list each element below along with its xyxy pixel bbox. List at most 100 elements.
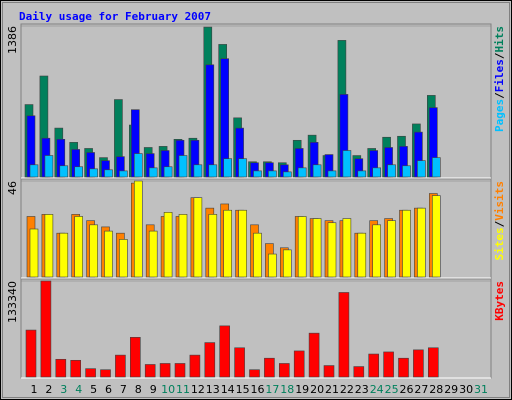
bar: [44, 214, 54, 278]
x-tick-label: 7: [120, 383, 127, 396]
bar: [368, 353, 380, 378]
y-tick-label: 133340: [6, 281, 19, 323]
bar: [119, 239, 128, 278]
bar: [431, 195, 441, 278]
bar: [74, 166, 83, 178]
x-tick-label: 26: [400, 383, 414, 396]
bar: [293, 350, 305, 378]
bar: [193, 197, 203, 278]
bar: [44, 155, 54, 178]
bar: [205, 64, 215, 178]
legend-separator: /: [493, 92, 506, 99]
y-tick-label: 1386: [6, 26, 19, 54]
legend-separator: /: [493, 220, 506, 227]
x-tick-label: 23: [355, 383, 369, 396]
bar: [115, 354, 126, 378]
bar: [85, 368, 96, 378]
bar: [417, 207, 426, 278]
bar: [253, 170, 262, 178]
x-tick-label: 20: [310, 383, 324, 396]
bar: [268, 253, 277, 278]
bar: [104, 169, 113, 178]
bar: [398, 357, 409, 378]
x-tick-label: 30: [459, 383, 473, 396]
bar: [144, 364, 156, 378]
bar: [163, 212, 173, 278]
bar: [282, 171, 292, 178]
bar: [323, 365, 335, 378]
x-tick-label: 11: [176, 383, 190, 396]
bar: [74, 216, 83, 278]
bar: [431, 157, 441, 178]
bar: [223, 209, 232, 278]
bar: [234, 347, 245, 378]
bar: [204, 342, 216, 378]
bar: [159, 363, 171, 378]
bar: [130, 337, 141, 378]
bar: [312, 218, 322, 278]
bar: [264, 357, 275, 378]
bar: [174, 363, 186, 378]
x-tick-label: 22: [340, 383, 354, 396]
legend-entry: KBytes: [493, 281, 506, 321]
legend-entry: Sites: [493, 227, 506, 260]
x-tick-label: 5: [90, 383, 97, 396]
legend-entry: Hits: [493, 26, 506, 53]
bar: [249, 369, 260, 378]
bar: [327, 222, 337, 278]
x-tick-label: 28: [429, 383, 443, 396]
bar: [312, 164, 322, 178]
bar: [278, 363, 290, 378]
bar: [148, 167, 158, 178]
bar: [134, 153, 143, 178]
y-tick-label: 46: [6, 181, 19, 195]
bar: [25, 329, 37, 378]
bar: [372, 167, 382, 178]
x-tick-label: 8: [135, 383, 142, 396]
bar: [223, 158, 232, 178]
bar: [89, 224, 98, 278]
bar: [89, 168, 98, 178]
bar: [193, 164, 203, 178]
x-tick-label: 9: [150, 383, 157, 396]
x-tick-label: 16: [251, 383, 265, 396]
bar: [342, 218, 352, 278]
bar: [372, 224, 382, 278]
bar: [59, 165, 69, 178]
x-tick-label: 31: [474, 383, 488, 396]
x-tick-label: 12: [191, 383, 205, 396]
bar: [387, 164, 396, 178]
bar: [417, 160, 426, 178]
bar: [353, 366, 365, 378]
bar: [29, 228, 39, 278]
bar: [427, 347, 439, 378]
x-tick-label: 25: [385, 383, 399, 396]
legend: Sites/Visits: [493, 181, 506, 261]
x-tick-label: 29: [444, 383, 458, 396]
x-tick-label: 13: [206, 383, 220, 396]
legend-entry: Files: [493, 59, 506, 92]
legend-entry: Pages: [493, 99, 506, 132]
bar: [134, 180, 143, 278]
x-tick-label: 17: [265, 383, 279, 396]
bar: [148, 230, 158, 278]
bar: [208, 164, 218, 178]
bar: [29, 164, 39, 178]
x-tick-label: 2: [45, 383, 52, 396]
x-tick-label: 10: [161, 383, 175, 396]
bar: [178, 214, 188, 278]
bar: [342, 150, 352, 178]
bar: [208, 214, 218, 278]
bar: [253, 232, 262, 278]
bar: [402, 165, 411, 178]
bar: [297, 167, 307, 178]
x-tick-label: 4: [75, 383, 82, 396]
legend-separator: /: [493, 52, 506, 59]
legend: KBytes: [493, 281, 506, 321]
x-tick-label: 6: [105, 383, 112, 396]
bar: [178, 155, 188, 178]
x-tick-label: 19: [295, 383, 309, 396]
